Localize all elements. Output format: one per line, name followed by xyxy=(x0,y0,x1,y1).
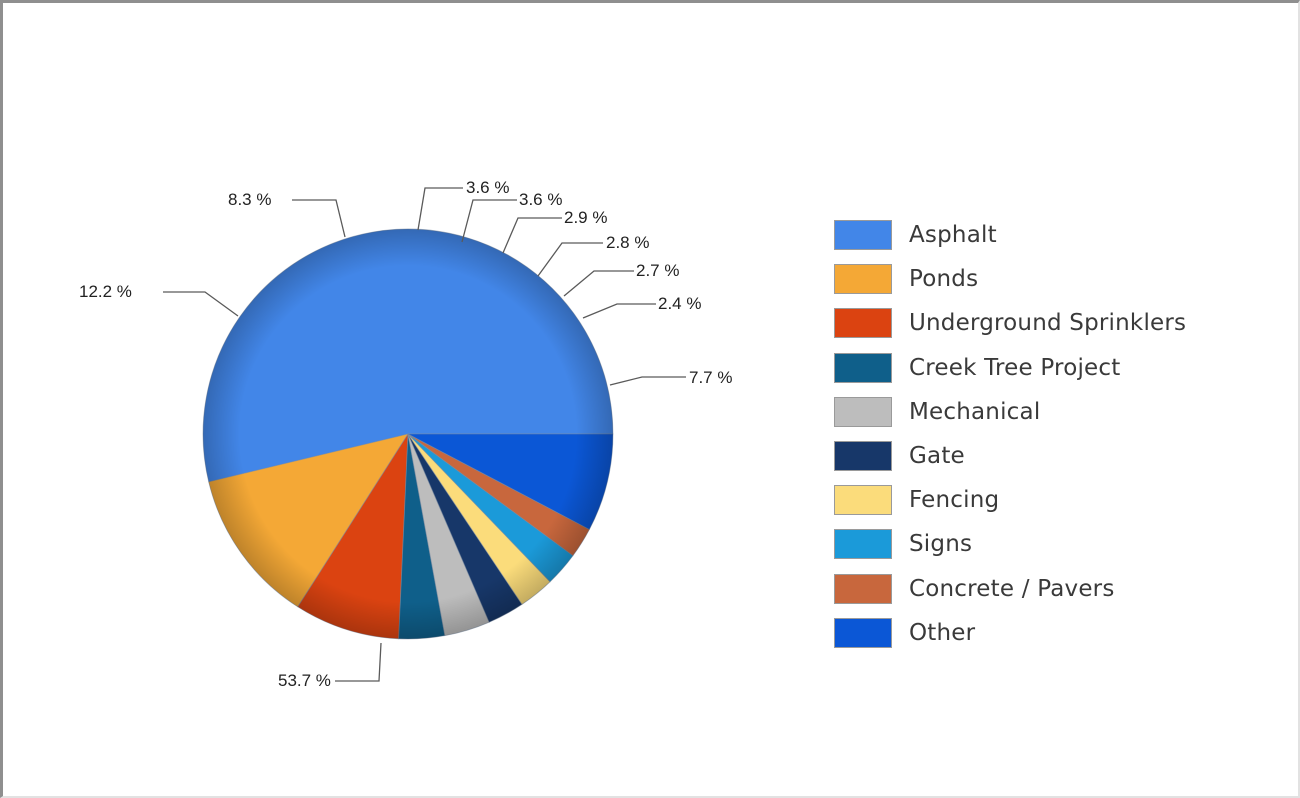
legend-label: Ponds xyxy=(909,266,979,293)
legend-item: Signs xyxy=(834,522,1186,566)
legend-label: Mechanical xyxy=(909,398,1041,425)
legend-label: Underground Sprinklers xyxy=(909,310,1187,337)
pie-data-labels: 53.7 %12.2 %8.3 %3.6 %3.6 %2.9 %2.8 %2.7… xyxy=(79,178,732,690)
legend-label: Fencing xyxy=(909,487,1000,514)
data-label: 2.8 % xyxy=(606,233,649,252)
data-label: 53.7 % xyxy=(278,671,331,690)
legend-item: Ponds xyxy=(834,257,1186,301)
legend-label: Signs xyxy=(909,531,973,558)
data-label: 3.6 % xyxy=(466,178,509,197)
legend-label: Creek Tree Project xyxy=(909,354,1121,381)
leader-line xyxy=(537,242,603,277)
legend-item: Mechanical xyxy=(834,390,1186,434)
legend-label: Other xyxy=(909,619,976,646)
legend-label: Gate xyxy=(909,443,965,470)
legend-item: Underground Sprinklers xyxy=(834,301,1186,345)
legend-swatch xyxy=(834,264,892,295)
legend-swatch xyxy=(834,485,892,516)
leader-line xyxy=(582,303,656,319)
leader-line xyxy=(417,187,463,231)
leader-line xyxy=(461,199,517,243)
legend-swatch xyxy=(834,441,892,472)
legend-item: Fencing xyxy=(834,478,1186,522)
legend-swatch xyxy=(834,396,892,427)
data-label: 2.4 % xyxy=(658,294,701,313)
leader-line xyxy=(502,217,562,254)
legend-item: Asphalt xyxy=(834,213,1186,257)
leader-line xyxy=(335,642,382,682)
legend-swatch xyxy=(834,617,892,648)
pie-slices xyxy=(202,228,614,640)
data-label: 12.2 % xyxy=(79,282,132,301)
pie-leader-lines xyxy=(163,187,686,682)
legend-swatch xyxy=(834,529,892,560)
legend-label: Concrete / Pavers xyxy=(909,575,1115,602)
leader-line xyxy=(292,199,346,238)
data-label: 2.7 % xyxy=(636,261,679,280)
leader-line xyxy=(163,291,239,317)
legend-item: Other xyxy=(834,611,1186,655)
data-label: 2.9 % xyxy=(564,208,607,227)
legend-swatch xyxy=(834,573,892,604)
legend-item: Concrete / Pavers xyxy=(834,567,1186,611)
legend-label: Asphalt xyxy=(909,222,997,249)
legend-item: Gate xyxy=(834,434,1186,478)
legend-item: Creek Tree Project xyxy=(834,346,1186,390)
leader-line xyxy=(563,270,634,297)
legend-swatch xyxy=(834,352,892,383)
data-label: 7.7 % xyxy=(689,368,732,387)
legend-swatch xyxy=(834,220,892,251)
leader-line xyxy=(609,376,686,386)
chart-legend: Asphalt Ponds Underground Sprinklers Creek … xyxy=(834,213,1186,655)
data-label: 3.6 % xyxy=(519,190,562,209)
data-label: 8.3 % xyxy=(228,190,271,209)
legend-swatch xyxy=(834,308,892,339)
